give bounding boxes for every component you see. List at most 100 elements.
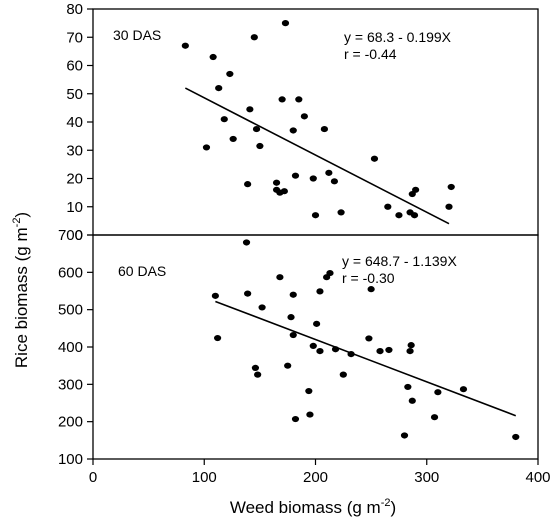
bottom-data-point bbox=[211, 292, 219, 299]
bottom-data-point bbox=[407, 342, 415, 349]
bottom-data-point bbox=[430, 414, 439, 421]
y-axis-title-text: Rice biomass (g m bbox=[12, 227, 31, 368]
bottom-data-point bbox=[289, 291, 297, 298]
bottom-y-tick-label: 300 bbox=[58, 376, 83, 393]
top-data-point bbox=[311, 212, 320, 219]
top-y-tick-label: 30 bbox=[66, 142, 83, 159]
bottom-data-point bbox=[400, 432, 409, 439]
top-data-point bbox=[272, 179, 281, 186]
bottom-y-tick-label: 500 bbox=[58, 302, 83, 319]
bottom-data-point bbox=[313, 320, 321, 327]
y-axis-title-sup: -2 bbox=[11, 218, 23, 228]
top-data-point bbox=[220, 116, 228, 123]
bottom-data-point bbox=[367, 286, 375, 293]
top-data-point bbox=[278, 96, 286, 103]
top-y-tick-label: 50 bbox=[66, 86, 83, 103]
x-axis-title-sup: -2 bbox=[381, 497, 391, 509]
top-data-point bbox=[309, 175, 317, 182]
top-data-point bbox=[300, 113, 308, 120]
top-data-point bbox=[229, 135, 237, 143]
top-data-point bbox=[209, 53, 217, 61]
top-data-point bbox=[252, 125, 261, 133]
top-data-point bbox=[395, 212, 403, 219]
top-regression-line bbox=[184, 87, 450, 225]
top-data-point bbox=[202, 144, 211, 151]
top-y-tick-label: 70 bbox=[66, 29, 83, 46]
bottom-y-tick-label: 200 bbox=[58, 414, 83, 431]
bottom-data-point bbox=[289, 331, 297, 339]
bottom-data-point bbox=[287, 314, 295, 321]
top-data-point bbox=[244, 181, 252, 188]
top-panel-r-value: r = -0.44 bbox=[344, 46, 397, 62]
top-y-tick-label: 40 bbox=[66, 114, 83, 131]
bottom-panel-r-value: r = -0.30 bbox=[342, 270, 395, 286]
top-data-point bbox=[295, 96, 303, 103]
top-data-point bbox=[337, 209, 345, 216]
bottom-data-point bbox=[276, 274, 284, 281]
bottom-data-point bbox=[284, 362, 292, 369]
top-y-tick-label: 10 bbox=[66, 199, 83, 216]
bottom-data-point bbox=[434, 389, 442, 396]
top-data-point bbox=[246, 106, 254, 113]
top-y-tick-label: 80 bbox=[66, 1, 83, 18]
bottom-y-tick-label: 600 bbox=[58, 264, 83, 281]
top-data-point bbox=[291, 172, 300, 179]
top-data-point bbox=[330, 178, 339, 185]
bottom-data-point bbox=[254, 371, 262, 378]
top-data-point bbox=[250, 34, 258, 41]
bottom-data-point bbox=[376, 348, 384, 355]
bottom-y-tick-label: 700 bbox=[58, 227, 83, 244]
x-axis-title-end: ) bbox=[390, 498, 396, 517]
x-axis-title-text: Weed biomass (g m bbox=[230, 498, 381, 517]
top-data-point bbox=[281, 20, 290, 27]
top-data-point bbox=[181, 42, 189, 49]
top-data-point bbox=[370, 155, 379, 162]
x-tick-label: 200 bbox=[303, 469, 328, 486]
x-axis-title: Weed biomass (g m-2) bbox=[230, 497, 396, 517]
x-tick-label: 300 bbox=[414, 469, 439, 486]
top-panel-equation: y = 68.3 - 0.199X bbox=[344, 29, 452, 45]
top-panel-label: 30 DAS bbox=[113, 27, 161, 43]
top-data-point bbox=[384, 203, 392, 210]
bottom-data-point bbox=[408, 397, 416, 404]
top-y-tick-label: 60 bbox=[66, 58, 83, 75]
bottom-data-point bbox=[347, 350, 355, 358]
bottom-data-point bbox=[251, 364, 260, 372]
bottom-y-tick-label: 100 bbox=[58, 451, 83, 468]
x-tick-label: 0 bbox=[89, 469, 97, 486]
top-data-point bbox=[320, 125, 328, 133]
top-data-point bbox=[325, 169, 333, 176]
bottom-data-point bbox=[316, 288, 324, 295]
top-data-point bbox=[289, 127, 297, 134]
bottom-panel-equation: y = 648.7 - 1.139X bbox=[342, 253, 457, 269]
bottom-data-point bbox=[316, 348, 324, 355]
bottom-regression-line bbox=[215, 300, 517, 417]
top-data-point bbox=[445, 203, 453, 210]
bottom-data-point bbox=[512, 433, 520, 441]
bottom-data-point bbox=[291, 415, 300, 423]
y-axis-title-end: ) bbox=[12, 212, 31, 218]
bottom-data-point bbox=[406, 348, 414, 355]
top-data-point bbox=[410, 212, 419, 219]
bottom-data-point bbox=[305, 387, 313, 395]
top-data-point bbox=[256, 142, 264, 150]
top-data-point bbox=[215, 85, 223, 92]
bottom-data-point bbox=[214, 334, 222, 342]
x-tick-label: 400 bbox=[525, 469, 550, 486]
top-y-tick-label: 0 bbox=[75, 227, 83, 244]
bottom-data-point bbox=[309, 342, 317, 349]
bottom-data-point bbox=[306, 411, 314, 418]
y-axis-title: Rice biomass (g m-2) bbox=[11, 212, 31, 368]
top-data-point bbox=[280, 188, 288, 195]
bottom-data-point bbox=[459, 386, 468, 393]
bottom-data-point bbox=[339, 371, 347, 378]
bottom-data-point bbox=[331, 346, 340, 353]
top-data-point bbox=[447, 183, 455, 191]
bottom-data-point bbox=[244, 290, 252, 297]
top-data-point bbox=[226, 70, 234, 78]
bottom-panel-label: 60 DAS bbox=[118, 263, 166, 279]
bottom-y-tick-label: 400 bbox=[58, 339, 83, 356]
bottom-data-point bbox=[365, 335, 373, 342]
top-data-point bbox=[412, 186, 420, 193]
